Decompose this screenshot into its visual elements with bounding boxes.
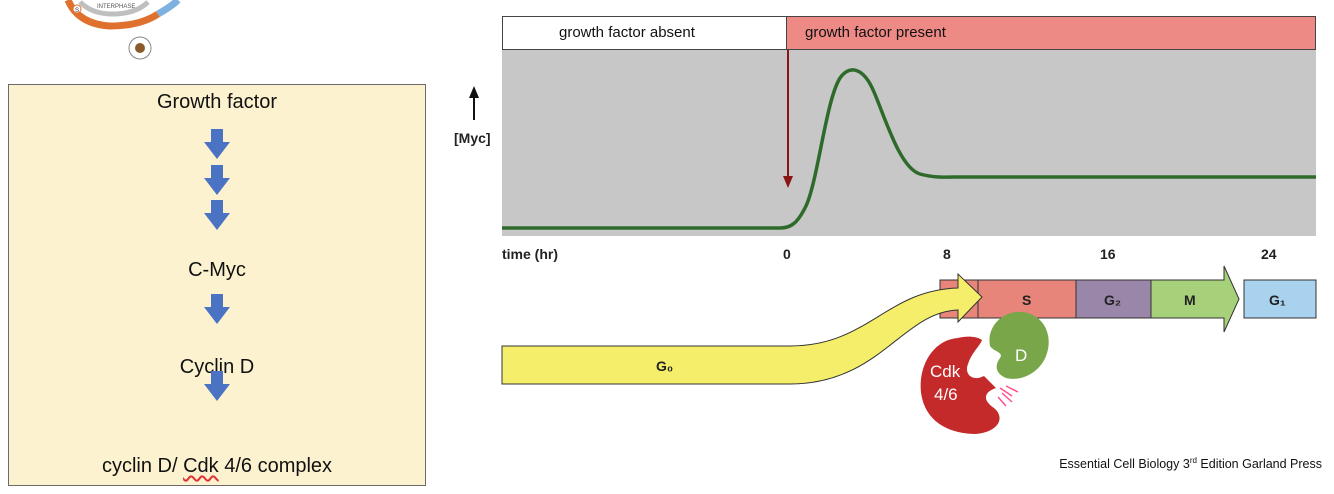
g2-phase-label: G₂ — [1104, 292, 1121, 308]
step-cyclin-d: Cyclin D — [179, 356, 255, 378]
interphase-arc-gray — [78, 0, 150, 17]
complex-label: cyclin D/ Cdk 4/6 complex — [101, 455, 333, 477]
plot-area — [502, 50, 1316, 236]
s-phase-label: S — [1022, 292, 1031, 308]
down-arrow-icon — [204, 371, 230, 401]
tick-0: 0 — [783, 246, 791, 262]
s-phase-marker — [72, 4, 82, 14]
up-arrow-icon — [469, 86, 479, 98]
m-phase-label: M — [1184, 292, 1196, 308]
down-arrow-icon — [204, 165, 230, 195]
tick-8: 8 — [943, 246, 951, 262]
interphase-label: INTERPHASE — [97, 4, 135, 10]
cdk-label-line2: 4/6 — [934, 385, 958, 404]
phase-letter: S — [75, 8, 79, 14]
absent-label: growth factor absent — [559, 24, 695, 41]
g0-label: G₀ — [656, 358, 673, 374]
g1-phase-label: G₁ — [1269, 292, 1286, 308]
g1-phase-box — [1243, 279, 1317, 319]
citation-credit: Essential Cell Biology 3rd Edition Garla… — [1059, 456, 1322, 472]
growth-factor-absent-bar: growth factor absent — [502, 16, 787, 50]
cdk-label-line1: Cdk — [930, 362, 961, 381]
interphase-arc-blue — [156, 0, 181, 18]
m-phase-arrow — [1150, 265, 1240, 333]
g0-arrow — [501, 272, 983, 385]
signaling-pathway-box: Growth factor C-Myc Cyclin D cyclin D/ C… — [8, 84, 426, 486]
x-axis-label: time (hr) — [502, 246, 558, 262]
cyclin-label: D — [1015, 346, 1027, 365]
down-arrow-icon — [204, 129, 230, 159]
present-label: growth factor present — [805, 24, 946, 41]
step-growth-factor: Growth factor — [156, 91, 278, 113]
cell-cycle-inset: S INTERPHASE — [64, 0, 181, 60]
tick-24: 24 — [1261, 246, 1277, 262]
down-arrow-icon — [204, 200, 230, 230]
nucleus-icon — [135, 43, 145, 53]
cyclin-d-shape — [989, 311, 1049, 379]
cdk-shape — [920, 336, 1000, 434]
growth-factor-present-bar: growth factor present — [786, 16, 1316, 50]
cyclin-d-cdk-complex: D Cdk 4/6 — [920, 311, 1049, 434]
step-c-myc: C-Myc — [188, 259, 246, 281]
onset-arrow-icon — [783, 176, 793, 188]
y-axis-label: [Myc] — [454, 130, 491, 146]
tick-16: 16 — [1100, 246, 1116, 262]
g2-phase-box — [1075, 279, 1152, 319]
down-arrow-icon — [204, 294, 230, 324]
myc-level-curve — [502, 68, 1316, 230]
s-phase-box — [977, 279, 1077, 319]
binding-marks — [997, 385, 1019, 407]
